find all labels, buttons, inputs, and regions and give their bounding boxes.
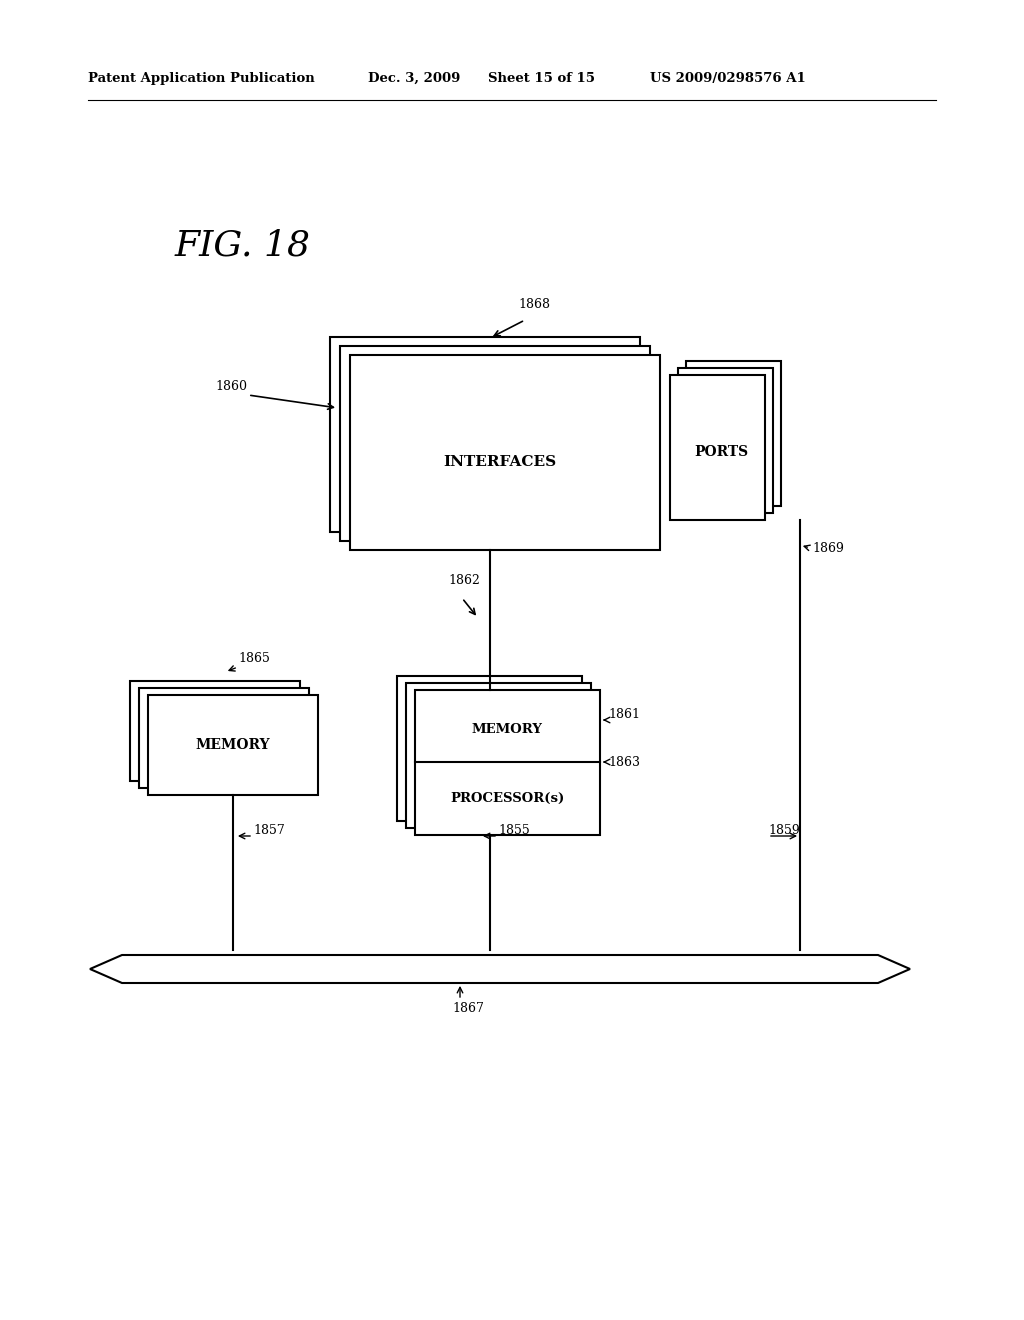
Bar	[340, 346, 650, 541]
Text: 1867: 1867	[452, 1002, 484, 1015]
Text: Patent Application Publication: Patent Application Publication	[88, 73, 314, 84]
Bar	[686, 360, 781, 506]
Text: 1857: 1857	[253, 824, 285, 837]
Text: 1860: 1860	[215, 380, 247, 393]
Text: PORTS: PORTS	[694, 445, 749, 459]
Bar	[148, 696, 318, 795]
Text: 1862: 1862	[449, 573, 480, 586]
Bar	[330, 337, 640, 532]
Text: 1868: 1868	[518, 298, 550, 312]
Text: 1861: 1861	[608, 709, 640, 722]
Text: MEMORY: MEMORY	[471, 722, 543, 735]
Bar	[130, 681, 300, 781]
Text: INTERFACES: INTERFACES	[443, 455, 557, 469]
Text: Sheet 15 of 15: Sheet 15 of 15	[488, 73, 595, 84]
Polygon shape	[90, 954, 910, 983]
Bar	[139, 688, 309, 788]
Bar	[397, 676, 582, 821]
Text: 1869: 1869	[812, 541, 844, 554]
Text: MEMORY: MEMORY	[196, 738, 270, 752]
Bar	[415, 690, 600, 836]
Bar	[350, 355, 660, 550]
Text: 1855: 1855	[498, 824, 529, 837]
Text: 1859: 1859	[768, 824, 800, 837]
Text: Dec. 3, 2009: Dec. 3, 2009	[368, 73, 461, 84]
Text: PROCESSOR(s): PROCESSOR(s)	[450, 792, 564, 805]
Text: 1863: 1863	[608, 755, 640, 768]
Bar	[670, 375, 765, 520]
Bar	[678, 368, 773, 513]
Bar	[406, 682, 591, 828]
Text: US 2009/0298576 A1: US 2009/0298576 A1	[650, 73, 806, 84]
Text: 1865: 1865	[238, 652, 270, 665]
Text: FIG. 18: FIG. 18	[175, 228, 311, 261]
